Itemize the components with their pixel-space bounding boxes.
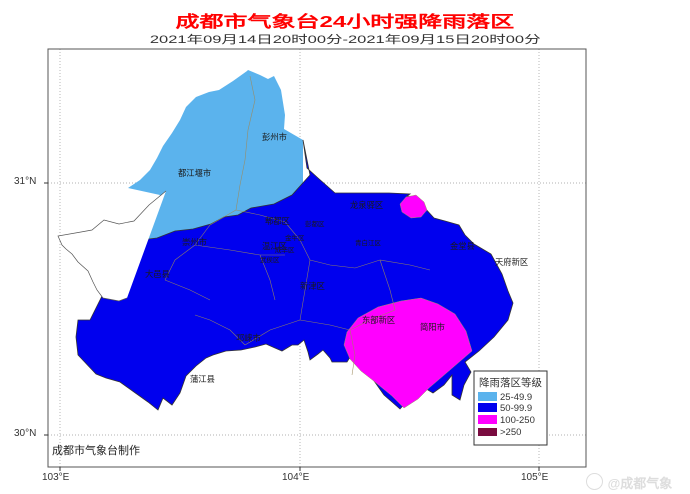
svg-text:武侯区: 武侯区 [260,255,280,264]
svg-text:>250: >250 [500,427,521,438]
svg-text:郫都区: 郫都区 [265,216,290,226]
svg-text:彭都区: 彭都区 [305,219,325,228]
svg-text:崇州市: 崇州市 [182,237,207,247]
svg-text:成华区: 成华区 [275,245,295,254]
svg-text:邛崃市: 邛崃市 [236,333,261,343]
svg-text:降雨落区等级: 降雨落区等级 [479,376,542,389]
svg-text:天府新区: 天府新区 [495,257,528,267]
svg-text:大邑县: 大邑县 [145,269,170,279]
svg-text:50-99.9: 50-99.9 [500,403,532,414]
svg-text:25-49.9: 25-49.9 [500,392,532,403]
svg-text:蒲江县: 蒲江县 [190,374,215,384]
svg-text:金牛区: 金牛区 [285,233,305,242]
svg-text:彭州市: 彭州市 [262,132,287,142]
svg-text:龙泉驿区: 龙泉驿区 [350,200,383,210]
svg-text:都江堰市: 都江堰市 [178,168,211,178]
svg-text:新津区: 新津区 [300,281,325,291]
svg-text:100-250: 100-250 [500,415,535,426]
svg-text:简阳市: 简阳市 [420,322,445,332]
svg-text:东部新区: 东部新区 [362,315,395,325]
svg-text:金堂县: 金堂县 [450,241,475,251]
svg-text:青白江区: 青白江区 [355,238,382,247]
